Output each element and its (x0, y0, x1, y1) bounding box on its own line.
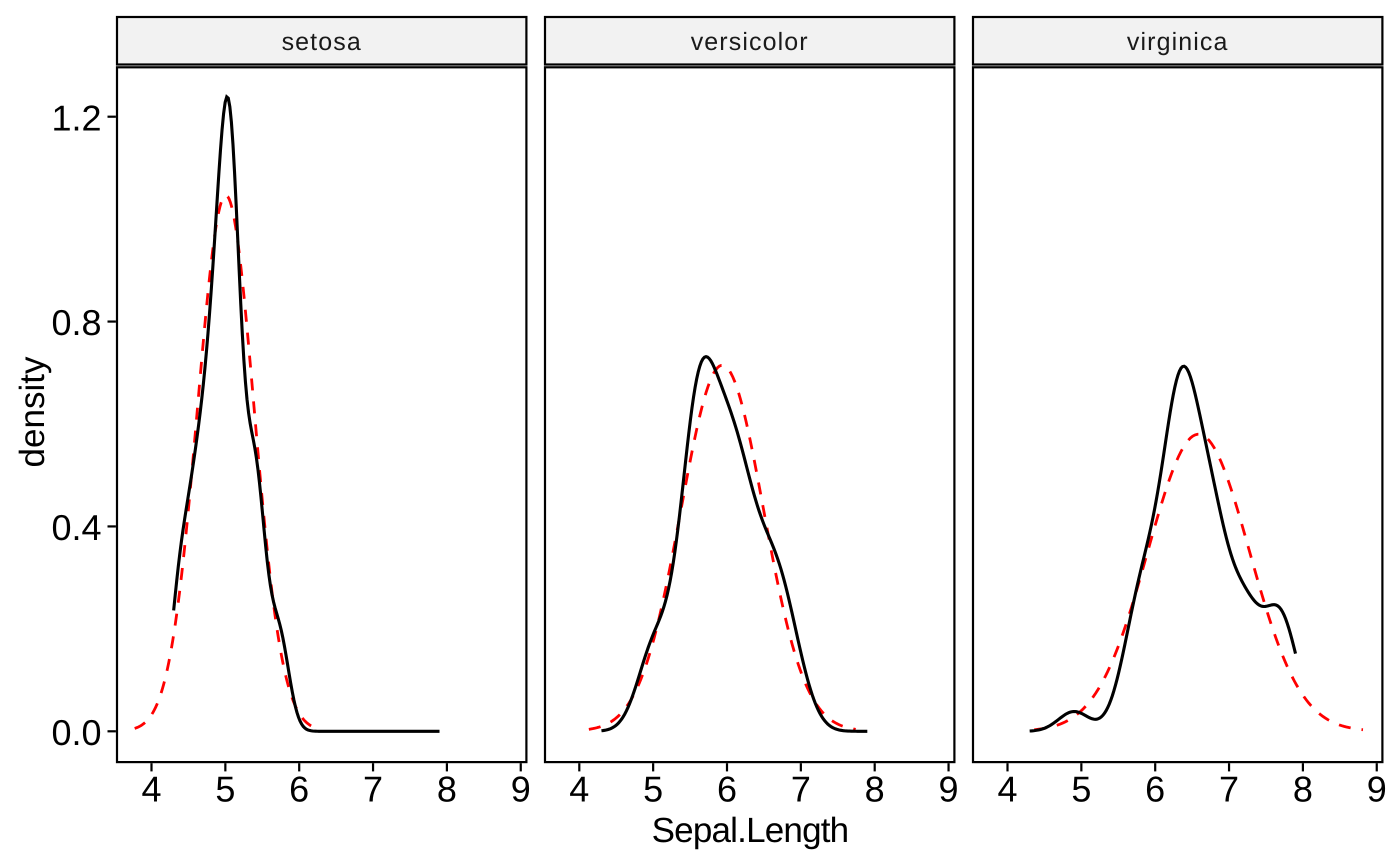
svg-text:7: 7 (791, 769, 811, 810)
svg-text:Sepal.Length: Sepal.Length (652, 811, 849, 850)
svg-text:7: 7 (1219, 769, 1239, 810)
svg-text:8: 8 (865, 769, 885, 810)
svg-text:setosa: setosa (282, 28, 362, 56)
svg-text:6: 6 (717, 769, 737, 810)
svg-text:0.4: 0.4 (51, 507, 101, 548)
svg-text:5: 5 (215, 769, 235, 810)
svg-text:9: 9 (511, 769, 531, 810)
svg-text:versicolor: versicolor (691, 28, 809, 56)
svg-text:8: 8 (1293, 769, 1313, 810)
svg-text:density: density (13, 356, 52, 467)
svg-text:9: 9 (1367, 769, 1387, 810)
svg-text:9: 9 (939, 769, 959, 810)
svg-text:6: 6 (1145, 769, 1165, 810)
svg-text:4: 4 (569, 769, 589, 810)
svg-text:0.0: 0.0 (51, 712, 101, 753)
svg-text:4: 4 (997, 769, 1017, 810)
svg-text:8: 8 (437, 769, 457, 810)
svg-text:6: 6 (289, 769, 309, 810)
svg-text:4: 4 (141, 769, 161, 810)
svg-text:1.2: 1.2 (51, 97, 101, 138)
svg-text:5: 5 (643, 769, 663, 810)
svg-text:0.8: 0.8 (51, 302, 101, 343)
svg-text:7: 7 (363, 769, 383, 810)
svg-text:5: 5 (1071, 769, 1091, 810)
svg-text:virginica: virginica (1127, 28, 1229, 56)
